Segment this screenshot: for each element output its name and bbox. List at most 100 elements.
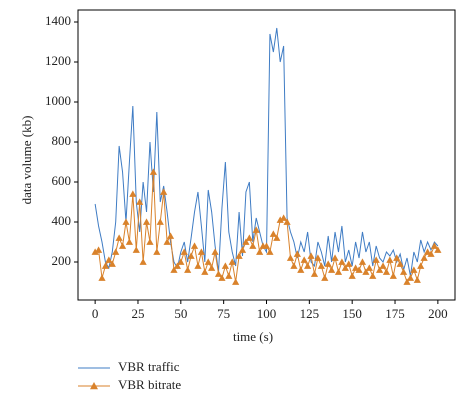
- marker: [204, 258, 212, 265]
- legend-label: VBR traffic: [118, 359, 180, 374]
- marker: [362, 268, 370, 275]
- marker: [118, 242, 127, 249]
- x-tick-label: 200: [428, 306, 448, 321]
- marker: [129, 190, 137, 197]
- marker: [427, 250, 435, 257]
- y-axis-label: data volume (kb): [19, 116, 34, 205]
- marker: [328, 266, 336, 273]
- marker: [406, 274, 415, 281]
- marker: [166, 232, 175, 239]
- marker: [132, 246, 140, 253]
- marker: [348, 272, 356, 279]
- marker: [170, 266, 178, 273]
- marker: [314, 254, 322, 261]
- x-axis-label: time (s): [233, 329, 273, 344]
- marker: [341, 264, 349, 271]
- x-tick-label: 175: [385, 306, 405, 321]
- marker: [399, 268, 408, 275]
- x-tick-label: 150: [342, 306, 362, 321]
- x-tick-label: 125: [300, 306, 320, 321]
- marker: [115, 234, 123, 241]
- marker: [201, 268, 209, 275]
- x-tick-label: 0: [92, 306, 99, 321]
- marker: [321, 274, 329, 281]
- marker: [108, 260, 116, 267]
- marker: [177, 258, 185, 265]
- marker: [266, 248, 274, 255]
- marker: [369, 272, 377, 279]
- marker: [91, 248, 99, 255]
- marker: [208, 264, 216, 271]
- y-tick-label: 600: [52, 173, 72, 188]
- marker: [190, 242, 199, 249]
- marker: [136, 198, 144, 205]
- marker: [352, 264, 360, 271]
- marker: [372, 256, 380, 263]
- marker: [382, 268, 391, 275]
- marker: [249, 242, 257, 249]
- marker: [420, 254, 428, 261]
- marker: [324, 260, 332, 267]
- marker: [317, 262, 325, 269]
- marker: [307, 252, 315, 259]
- marker: [163, 238, 171, 245]
- y-tick-label: 1400: [45, 13, 71, 28]
- y-tick-label: 400: [52, 213, 72, 228]
- x-tick-label: 75: [217, 306, 230, 321]
- marker: [180, 248, 188, 255]
- marker: [334, 268, 343, 275]
- marker: [94, 246, 103, 253]
- marker: [245, 234, 253, 241]
- marker: [221, 262, 229, 269]
- marker: [225, 272, 233, 279]
- legend-label: VBR bitrate: [118, 377, 181, 392]
- marker: [101, 262, 110, 269]
- marker: [355, 266, 363, 273]
- marker: [293, 250, 301, 257]
- marker: [434, 246, 442, 253]
- marker: [413, 276, 421, 283]
- marker: [252, 226, 260, 233]
- marker: [156, 218, 164, 225]
- marker: [410, 266, 418, 273]
- marker: [310, 270, 319, 277]
- marker: [232, 278, 240, 285]
- marker: [280, 214, 288, 221]
- marker: [146, 238, 154, 245]
- marker: [214, 270, 223, 277]
- marker: [139, 258, 147, 265]
- marker: [297, 266, 305, 273]
- y-tick-label: 800: [52, 133, 72, 148]
- marker: [184, 266, 192, 273]
- marker: [393, 254, 401, 261]
- marker: [283, 218, 291, 225]
- marker: [238, 246, 247, 253]
- marker: [331, 254, 339, 261]
- marker: [379, 262, 387, 269]
- marker: [300, 256, 308, 263]
- marker: [197, 248, 205, 255]
- marker: [256, 248, 264, 255]
- marker: [125, 238, 134, 245]
- legend-marker: [90, 382, 98, 390]
- marker: [262, 242, 271, 249]
- y-tick-label: 1000: [45, 93, 71, 108]
- marker: [173, 262, 181, 269]
- marker: [242, 238, 250, 245]
- marker: [153, 248, 161, 255]
- marker: [286, 254, 295, 261]
- marker: [389, 272, 397, 279]
- marker: [160, 188, 168, 195]
- marker: [430, 242, 439, 249]
- marker: [376, 266, 384, 273]
- series-line: [94, 27, 439, 277]
- marker: [423, 248, 432, 255]
- marker: [142, 218, 151, 225]
- marker: [365, 264, 373, 271]
- y-tick-label: 1200: [45, 53, 71, 68]
- marker: [105, 256, 113, 263]
- marker: [403, 278, 411, 285]
- marker: [304, 262, 312, 269]
- marker: [269, 230, 277, 237]
